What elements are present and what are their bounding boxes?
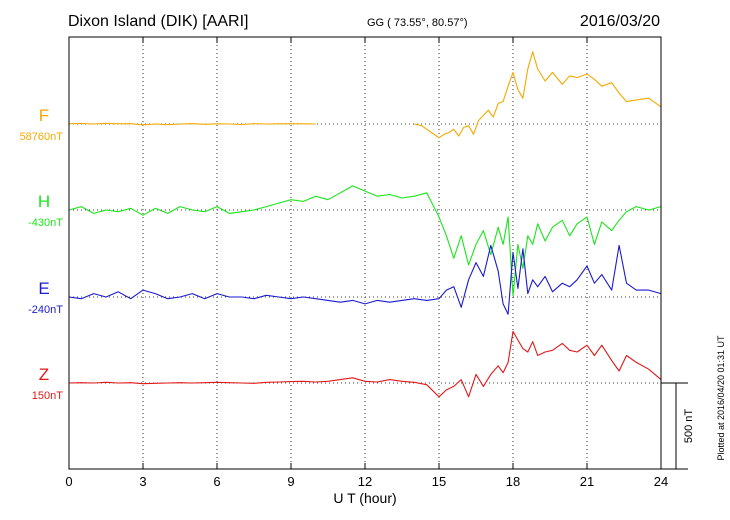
series-labels: F 58760nT H -430nT E -240nT Z 150nT — [20, 106, 64, 402]
plot-date: 2016/03/20 — [580, 13, 660, 30]
series-baseline-F: 58760nT — [20, 131, 64, 143]
series-baseline-E: -240nT — [28, 304, 63, 316]
plotted-timestamp: Plotted at 2016/04/20 01:31 UT — [716, 335, 726, 461]
station-title: Dixon Island (DIK) [AARI] — [68, 13, 249, 30]
x-axis-ticks: 0 3 6 9 12 15 18 21 24 — [65, 37, 668, 489]
x-tick-label: 12 — [358, 474, 372, 489]
series-line-E — [68, 244, 662, 315]
geo-coords: GG ( 73.55°, 80.57°) — [367, 17, 468, 29]
series-lines — [68, 51, 662, 398]
series-baseline-Z: 150nT — [32, 390, 63, 402]
series-name-H: H — [38, 192, 50, 211]
scale-bar-label: 500 nT — [683, 409, 695, 444]
x-axis-label: U T (hour) — [333, 490, 396, 506]
series-name-Z: Z — [39, 365, 49, 384]
series-baseline-H: -430nT — [28, 217, 63, 229]
series-line-F — [68, 51, 662, 139]
x-tick-label: 9 — [287, 474, 294, 489]
x-tick-label: 15 — [432, 474, 446, 489]
series-line-H — [68, 185, 662, 297]
series-line-Z — [68, 330, 662, 398]
x-tick-label: 0 — [65, 474, 72, 489]
scale-bar: 500 nT — [661, 382, 695, 470]
series-name-E: E — [38, 279, 49, 298]
x-tick-label: 24 — [654, 474, 668, 489]
grid-lines — [142, 37, 588, 469]
x-tick-label: 3 — [139, 474, 146, 489]
x-tick-label: 6 — [213, 474, 220, 489]
x-tick-label: 21 — [580, 474, 594, 489]
x-tick-label: 18 — [506, 474, 520, 489]
series-baselines — [69, 123, 661, 384]
series-name-F: F — [39, 106, 49, 125]
